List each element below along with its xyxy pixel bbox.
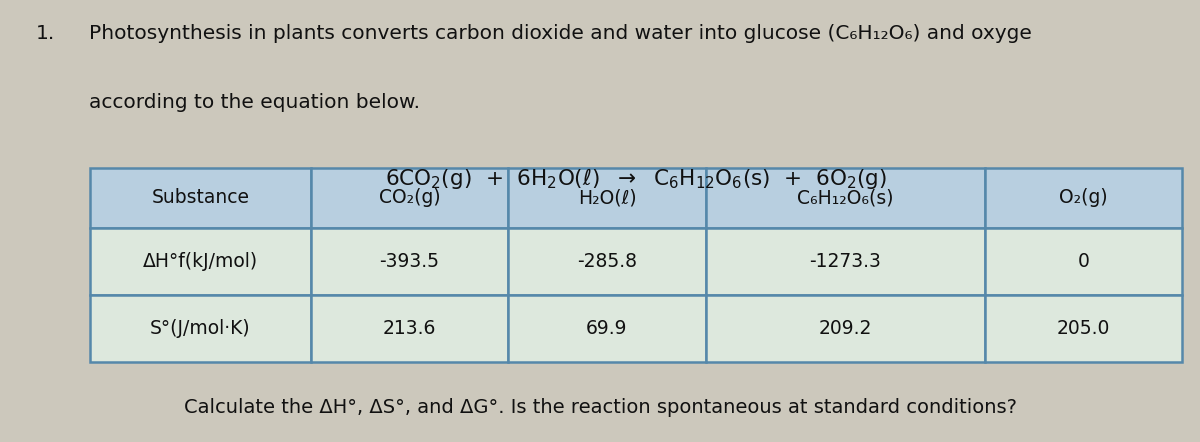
- Bar: [90, 295, 311, 362]
- Text: ΔH°f(kJ/mol): ΔH°f(kJ/mol): [143, 252, 258, 271]
- Bar: [984, 228, 1182, 295]
- Bar: [509, 295, 706, 362]
- Bar: [90, 228, 311, 295]
- Text: 6CO$_2$(g)  +  6H$_2$O($\ell$)  $\rightarrow$  C$_6$H$_{12}$O$_6$(s)  +  6O$_2$(: 6CO$_2$(g) + 6H$_2$O($\ell$) $\rightarro…: [385, 166, 887, 191]
- Bar: [984, 168, 1182, 228]
- Bar: [311, 168, 509, 228]
- Bar: [311, 228, 509, 295]
- Text: -285.8: -285.8: [577, 252, 637, 271]
- Text: 69.9: 69.9: [587, 319, 628, 338]
- Text: C₆H₁₂O₆(s): C₆H₁₂O₆(s): [797, 188, 893, 207]
- Text: Substance: Substance: [151, 188, 250, 207]
- Text: Photosynthesis in plants converts carbon dioxide and water into glucose (C₆H₁₂O₆: Photosynthesis in plants converts carbon…: [89, 24, 1032, 43]
- Text: H₂O(ℓ): H₂O(ℓ): [577, 188, 636, 207]
- Text: Calculate the ΔH°, ΔS°, and ΔG°. Is the reaction spontaneous at standard conditi: Calculate the ΔH°, ΔS°, and ΔG°. Is the …: [184, 398, 1016, 417]
- Text: -1273.3: -1273.3: [809, 252, 881, 271]
- Bar: [311, 295, 509, 362]
- Bar: [509, 228, 706, 295]
- Text: 1.: 1.: [36, 24, 55, 43]
- Text: 209.2: 209.2: [818, 319, 871, 338]
- Text: according to the equation below.: according to the equation below.: [89, 93, 420, 112]
- Bar: [90, 168, 311, 228]
- Text: S°(J/mol·K): S°(J/mol·K): [150, 319, 251, 338]
- Bar: [509, 168, 706, 228]
- Text: 213.6: 213.6: [383, 319, 436, 338]
- Text: -393.5: -393.5: [379, 252, 439, 271]
- Bar: [706, 168, 984, 228]
- Bar: [706, 295, 984, 362]
- Text: O₂(g): O₂(g): [1058, 188, 1108, 207]
- Bar: [706, 228, 984, 295]
- Text: 205.0: 205.0: [1056, 319, 1110, 338]
- Text: 0: 0: [1078, 252, 1090, 271]
- Bar: [984, 295, 1182, 362]
- Text: CO₂(g): CO₂(g): [379, 188, 440, 207]
